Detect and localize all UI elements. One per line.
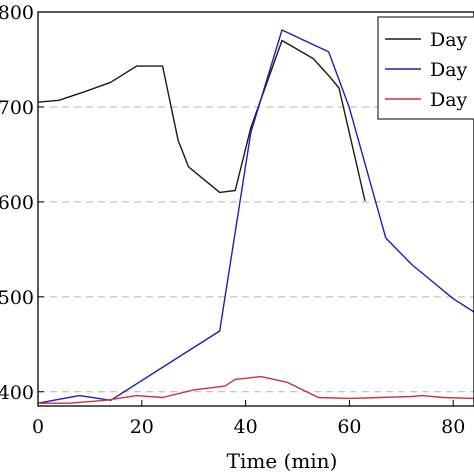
legend-label-3: Day: [430, 89, 468, 111]
y-tick-label: 600: [0, 192, 34, 214]
y-tick-label: 800: [0, 2, 34, 24]
series-line-1: [37, 39, 366, 202]
y-tick-label: 700: [0, 97, 34, 119]
series-layer: [37, 29, 474, 404]
x-tick-label: 20: [130, 416, 154, 438]
y-axis-ticks: 400 500 600 700 800: [0, 2, 44, 404]
y-tick-label: 500: [0, 287, 34, 309]
x-tick-label: 80: [441, 416, 465, 438]
legend: Day Day Day: [377, 16, 474, 120]
x-tick-label: 60: [337, 416, 361, 438]
x-axis-ticks: 0 20 40 60 80: [32, 400, 465, 438]
x-axis-title: Time (min): [227, 449, 338, 473]
x-tick-label: 40: [234, 416, 258, 438]
legend-label-2: Day: [430, 59, 468, 81]
x-tick-label: 0: [32, 416, 44, 438]
legend-label-1: Day: [430, 29, 468, 51]
series-line-2: [37, 29, 474, 404]
y-tick-label: 400: [0, 382, 34, 404]
legend-box: [377, 16, 474, 120]
plot-frame: [37, 11, 474, 407]
series-line-3: [38, 375, 474, 404]
